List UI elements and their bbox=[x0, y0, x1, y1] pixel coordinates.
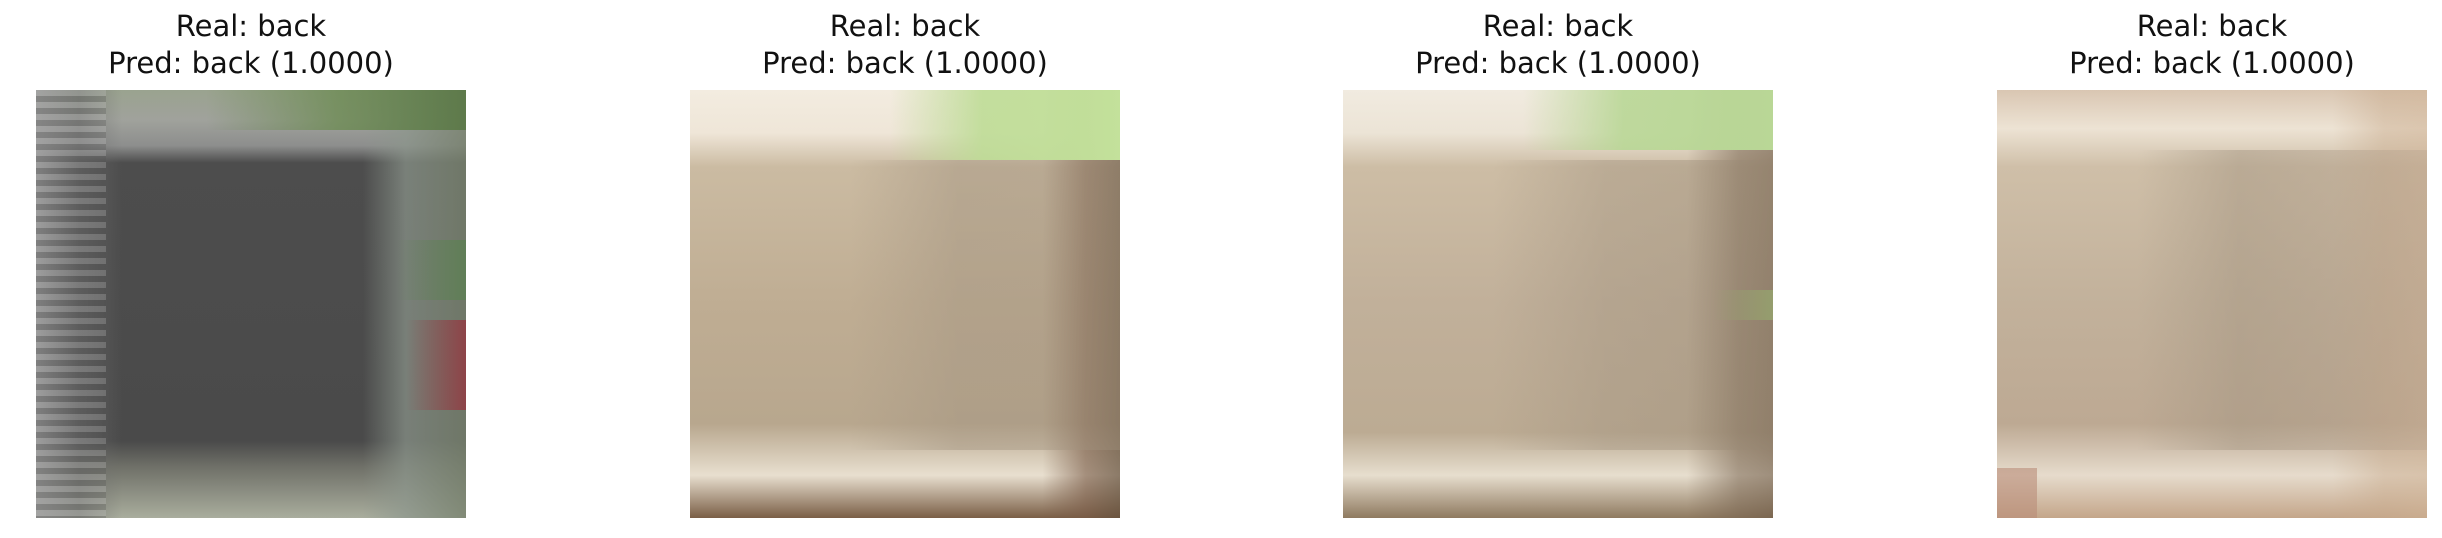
pred-label: Pred: back (1.0000) bbox=[1343, 45, 1773, 81]
sample-image bbox=[690, 90, 1120, 518]
sample-image bbox=[36, 90, 466, 518]
pred-label: Pred: back (1.0000) bbox=[1997, 45, 2427, 81]
real-label: Real: back bbox=[690, 8, 1120, 44]
sample-image bbox=[1997, 90, 2427, 518]
pred-label: Pred: back (1.0000) bbox=[690, 45, 1120, 81]
sample-image bbox=[1343, 90, 1773, 518]
real-label: Real: back bbox=[1997, 8, 2427, 44]
pred-label: Pred: back (1.0000) bbox=[36, 45, 466, 81]
real-label: Real: back bbox=[1343, 8, 1773, 44]
real-label: Real: back bbox=[36, 8, 466, 44]
